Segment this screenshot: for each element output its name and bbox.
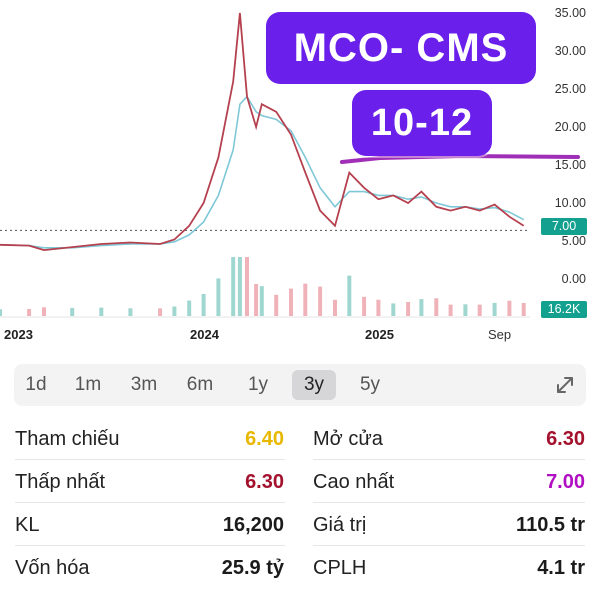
volume-bar	[99, 307, 104, 316]
stat-value-shares: 4.1 tr	[537, 557, 585, 579]
stats-divider	[15, 502, 285, 503]
volume-bar	[391, 303, 396, 316]
y-tick-label: 20.00	[554, 120, 586, 134]
stats-row-reference: Tham chiếu 6.40 Mở cửa 6.30	[0, 418, 600, 460]
highlight-line	[340, 153, 580, 164]
x-axis-label-2024: 2024	[190, 327, 219, 342]
stat-value-reference: 6.40	[245, 428, 284, 450]
overlay-subtitle-box: 10-12	[352, 90, 492, 156]
stat-value-high: 7.00	[546, 471, 585, 493]
tab-3y[interactable]: 3y	[292, 370, 336, 400]
stat-label-shares: CPLH	[313, 557, 367, 579]
stat-label-reference: Tham chiếu	[15, 428, 120, 450]
volume-bar	[362, 296, 367, 316]
y-tick-label: 35.00	[554, 6, 586, 20]
x-axis-label-2023: 2023	[4, 327, 33, 342]
price-chart[interactable]: 35.00 30.00 25.00 20.00 15.00 10.00 5.00…	[0, 0, 600, 345]
stat-value-open: 6.30	[546, 428, 585, 450]
stat-label-trade-value: Giá trị	[313, 514, 367, 536]
chart-canvas[interactable]	[0, 0, 600, 345]
volume-tick-label: 0.00	[561, 272, 586, 286]
volume-bar	[347, 275, 352, 316]
stats-divider	[15, 459, 285, 460]
volume-bar	[376, 299, 381, 316]
time-range-tabs: 1d 1m 3m 6m 1y 3y 5y	[14, 364, 586, 406]
tab-1d[interactable]: 1d	[25, 374, 47, 395]
volume-bar	[477, 304, 482, 316]
tab-6m[interactable]: 6m	[186, 374, 214, 395]
last-price-badge: 7.00	[541, 218, 587, 235]
x-axis-label-2025: 2025	[365, 327, 394, 342]
stat-value-trade-value: 110.5 tr	[516, 514, 585, 536]
volume-bar	[216, 278, 221, 316]
volume-bar	[42, 307, 46, 316]
stats-divider	[313, 545, 585, 546]
volume-bar	[231, 257, 236, 316]
stat-label-market-cap: Vốn hóa	[15, 557, 90, 579]
tab-1y[interactable]: 1y	[247, 374, 269, 395]
y-tick-label: 15.00	[554, 158, 586, 172]
stats-row-volume-value: KL 16,200 Giá trị 110.5 tr	[0, 504, 600, 546]
stats-divider	[313, 459, 585, 460]
volume-bar	[70, 307, 75, 316]
tab-3m[interactable]: 3m	[130, 374, 158, 395]
stat-label-high: Cao nhất	[313, 471, 395, 493]
volume-bar	[201, 294, 206, 316]
stat-value-market-cap: 25.9 tỷ	[221, 557, 284, 579]
volume-bar	[158, 308, 163, 316]
y-tick-label: 10.00	[554, 196, 586, 210]
x-axis-label-sep: Sep	[488, 327, 512, 342]
volume-bar	[259, 286, 264, 316]
stats-row-cap-shares: Vốn hóa 25.9 tỷ CPLH 4.1 tr	[0, 547, 600, 589]
stats-divider	[15, 545, 285, 546]
volume-bar	[27, 309, 32, 316]
volume-bar	[492, 302, 497, 316]
volume-bar	[434, 298, 439, 316]
volume-bar	[333, 299, 337, 316]
volume-bar	[463, 304, 468, 316]
stat-label-low: Thấp nhất	[15, 471, 106, 493]
volume-bar	[172, 306, 177, 316]
volume-bar	[521, 303, 526, 316]
volume-bar	[237, 257, 242, 316]
volume-bar	[448, 304, 453, 316]
volume-bar	[303, 283, 308, 316]
volume-bar	[0, 309, 2, 316]
volume-bar	[128, 308, 133, 316]
price-line	[0, 12, 525, 252]
stat-value-volume: 16,200	[222, 514, 284, 536]
stats-divider	[313, 502, 585, 503]
stat-label-volume: KL	[15, 514, 40, 536]
volume-bar	[507, 300, 512, 316]
y-tick-label: 30.00	[554, 44, 586, 58]
stat-value-low: 6.30	[245, 471, 284, 493]
volume-bar	[406, 302, 411, 316]
last-volume-badge: 16.2K	[541, 301, 587, 318]
y-tick-label: 5.00	[561, 234, 586, 248]
volume-bar	[254, 284, 259, 316]
y-tick-label: 25.00	[554, 82, 586, 96]
volume-bars	[0, 257, 530, 318]
volume-bar	[187, 300, 192, 316]
expand-icon[interactable]	[554, 374, 576, 396]
overlay-title-box: MCO- CMS	[266, 12, 536, 84]
stats-row-low-high: Thấp nhất 6.30 Cao nhất 7.00	[0, 461, 600, 503]
volume-bar	[274, 294, 279, 316]
tab-5y[interactable]: 5y	[359, 374, 381, 395]
stat-label-open: Mở cửa	[313, 428, 383, 450]
volume-bar	[318, 286, 323, 316]
volume-bar	[245, 257, 249, 316]
volume-bar	[419, 299, 424, 316]
volume-bar	[289, 288, 293, 316]
tab-1m[interactable]: 1m	[74, 374, 102, 395]
